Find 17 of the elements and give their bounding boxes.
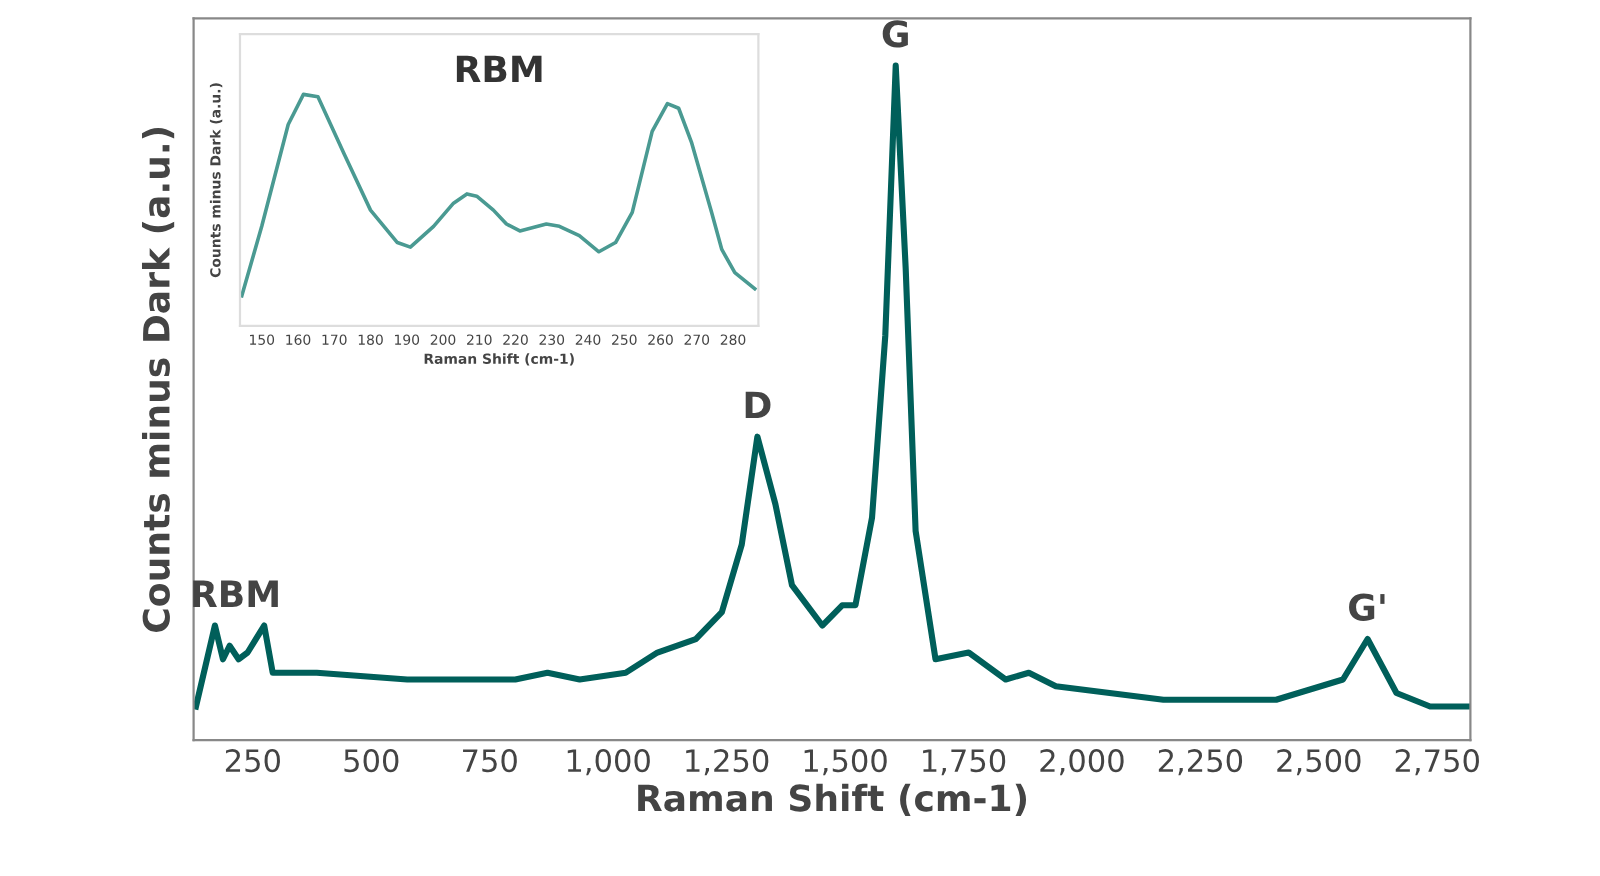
x-tick-label: 2,500 [1277, 749, 1361, 776]
x-tick-label: 1,250 [686, 749, 769, 776]
annotation: D [745, 391, 771, 419]
x-tick-label: 250 [225, 749, 280, 773]
x-tick-label: 500 [344, 749, 399, 773]
y-axis-title: Counts minus Dark (a.u.) [141, 128, 175, 632]
x-tick-label: 750 [463, 749, 517, 773]
x-tick-label: 2,750 [1395, 749, 1479, 776]
x-tick-label: 1,750 [923, 749, 1006, 776]
x-axis-title: Raman Shift (cm-1) [638, 783, 1027, 816]
annotation: G [882, 20, 908, 48]
x-tick-label: 2,000 [1040, 749, 1124, 776]
x-tick-label: 1,500 [804, 749, 887, 776]
chart-title: RBM [456, 55, 542, 83]
x-tick-label: 2,250 [1158, 749, 1243, 776]
annotation: G' [1349, 593, 1385, 621]
x-tick-label: 1,000 [567, 749, 650, 776]
